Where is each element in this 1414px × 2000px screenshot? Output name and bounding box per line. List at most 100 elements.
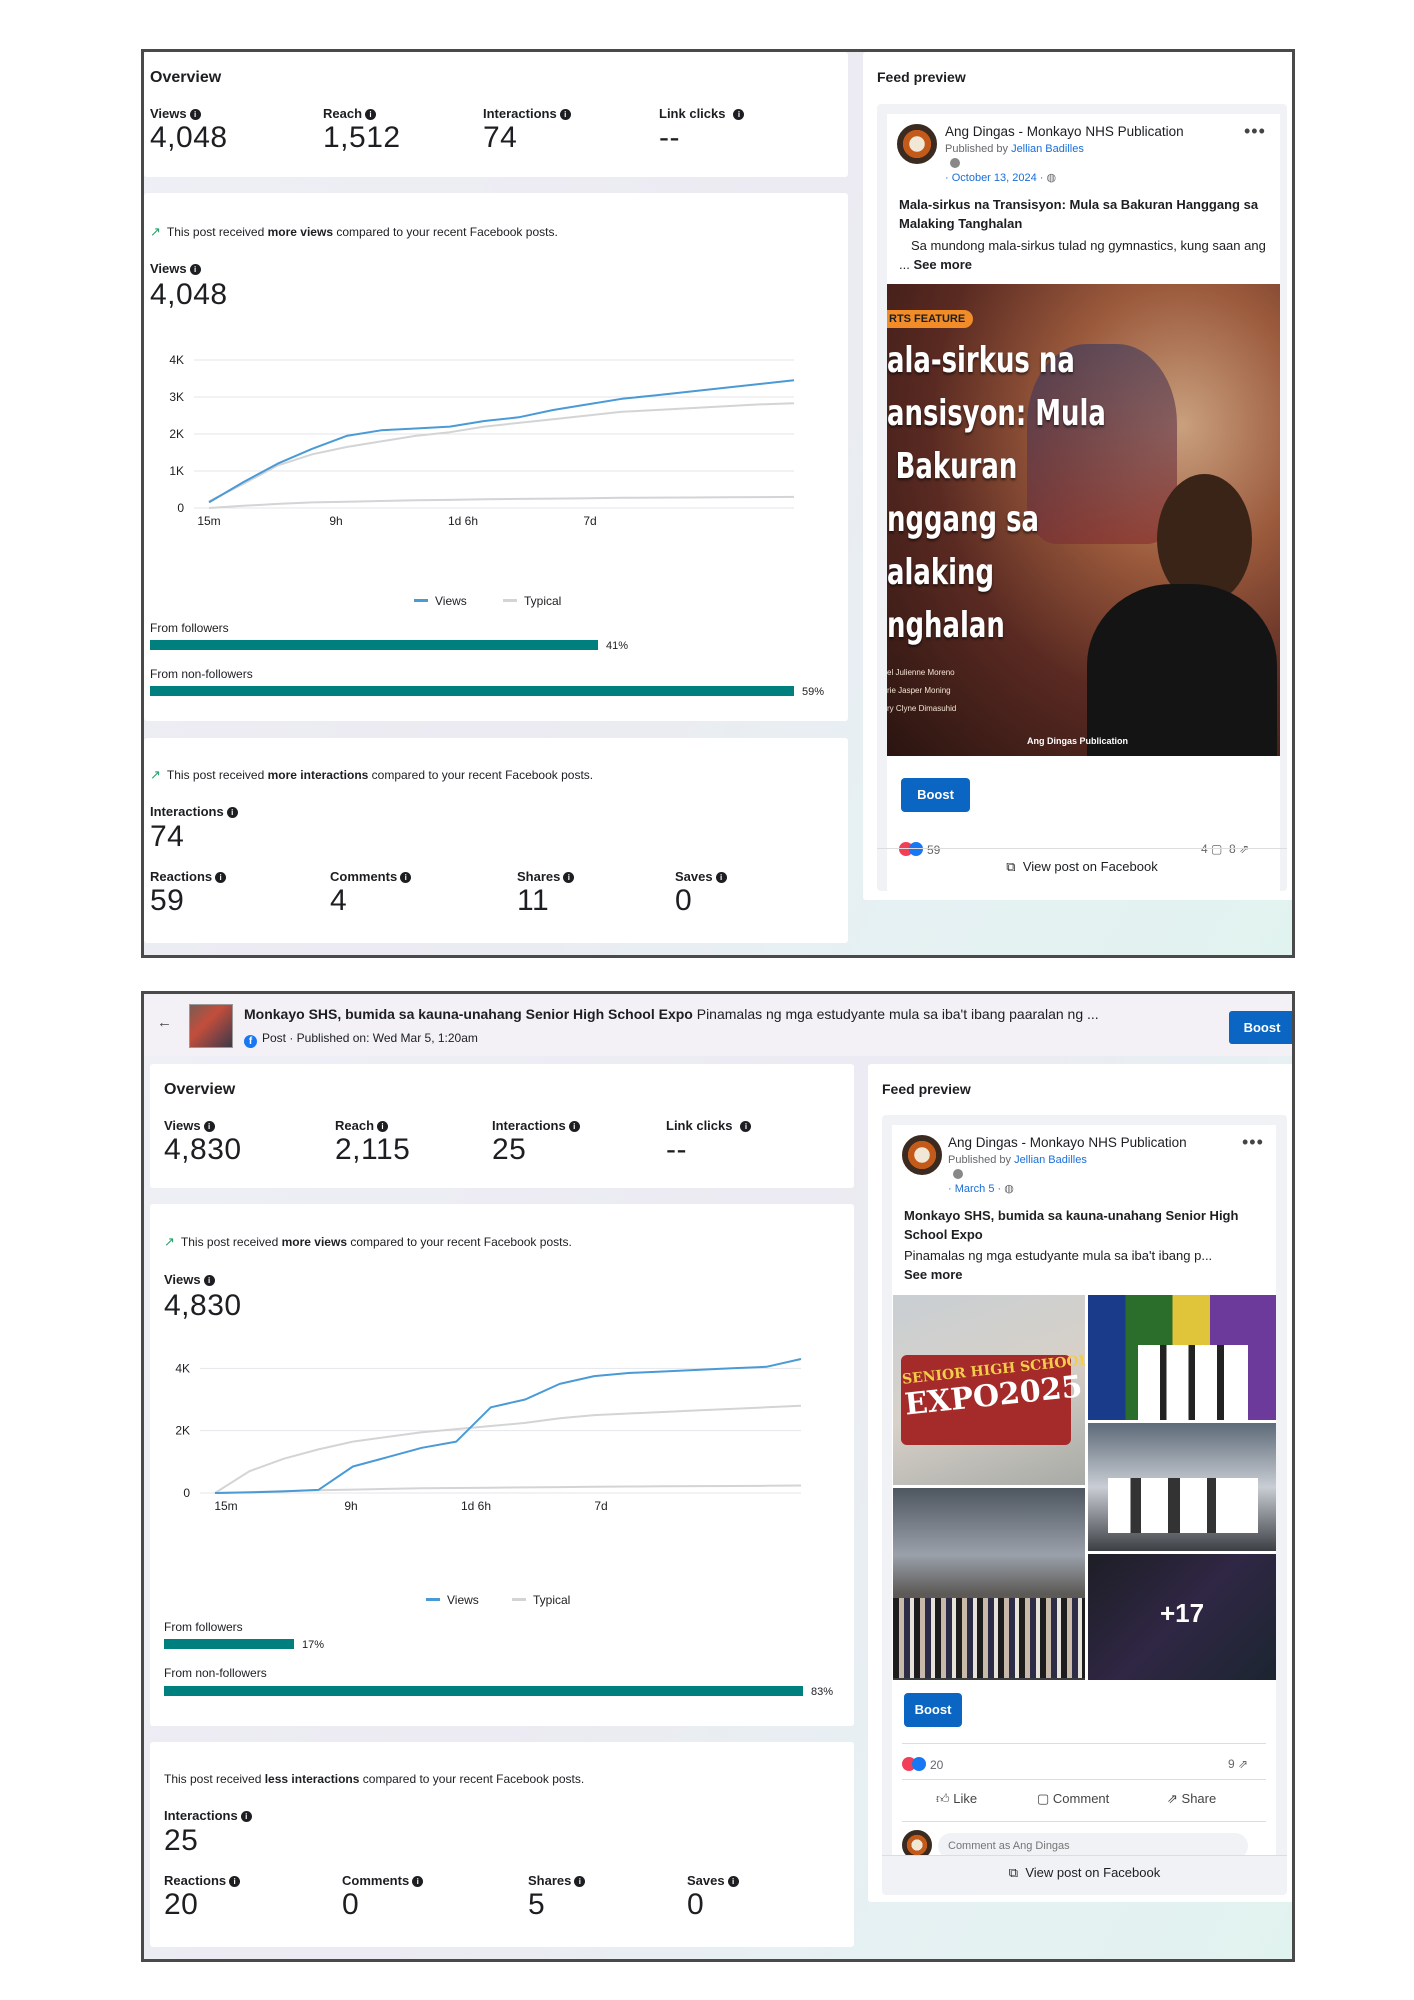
nonfollowers-bar [164,1686,803,1696]
share-button[interactable]: ⇗ Share [1167,1791,1217,1806]
photo-more[interactable]: +17 [1088,1554,1276,1680]
divider [902,1779,1266,1780]
post-thumbnail[interactable] [189,1004,233,1048]
info-icon[interactable]: i [563,872,575,883]
info-icon[interactable]: i [203,1121,215,1132]
image-watermark: Ang Dingas Publication [1027,736,1129,746]
more-options-icon[interactable]: ••• [1242,1132,1264,1152]
metric-label: Link clicks [659,106,726,121]
reaction-summary[interactable]: 20 [902,1757,943,1772]
back-arrow-icon[interactable]: ← [157,1014,172,1031]
info-icon[interactable]: i [203,1275,215,1286]
info-icon[interactable]: i [189,109,201,120]
post-text: Pinamalas ng mga estudyante mula sa iba'… [904,1248,1213,1282]
overview-title: Overview [164,1081,236,1098]
info-icon[interactable]: i [727,1876,739,1887]
comment-input[interactable] [938,1833,1248,1855]
x-tick-label: 9h [329,514,342,528]
shares-count[interactable]: 9 ⇗ [1228,1757,1249,1771]
engagement-counts[interactable]: 4 ▢ 8 ⇗ [1201,842,1250,856]
photo-exhibit-table[interactable] [1088,1423,1276,1551]
followers-bar [150,640,598,650]
legend-swatch [414,599,428,602]
views-card: ↗ This post received more views compared … [150,1204,854,1726]
view-post-on-facebook-link[interactable]: ⧉ View post on Facebook [1008,1865,1161,1880]
x-tick-label: 7d [583,514,596,528]
reaction-summary[interactable]: 59 [899,842,940,857]
metric-label: Reactions [164,1873,227,1888]
feed-preview-card: Feed preview Ang Dingas - Monkayo NHS Pu… [863,52,1292,900]
more-options-icon[interactable]: ••• [1244,121,1266,141]
share-icon: ⇗ [1238,1757,1249,1771]
info-icon[interactable]: i [412,1876,424,1887]
divider [882,1855,1287,1856]
followers-label: From followers [164,1620,243,1634]
info-icon[interactable]: i [568,1121,580,1132]
post-date[interactable]: · October 13, 2024 · ◍ [945,172,1057,184]
metric-value: -- [666,1133,687,1166]
boost-button[interactable]: Boost [901,778,970,812]
page-avatar[interactable] [902,1135,942,1175]
baseline-series-line [214,1484,802,1494]
photo-crowd-hall[interactable] [893,1488,1085,1680]
info-icon[interactable]: i [715,872,727,883]
post-image[interactable]: RTS FEATURE ala-sirkus na ansisyon: Mula… [887,284,1280,756]
post-title-line: Monkayo SHS, bumida sa kauna-unahang Sen… [244,1006,1244,1022]
author-link[interactable]: Jellian Badilles [1014,1154,1087,1166]
y-tick-label: 3K [169,390,184,404]
info-icon[interactable]: i [377,1121,389,1132]
see-more-link[interactable]: See more [913,257,973,272]
photo-grid[interactable]: SENIOR HIGH SCHOOL EXPO2025 [892,1295,1276,1680]
metric-value: 4,830 [164,1133,242,1166]
boost-post-button[interactable]: Boost [1229,1011,1292,1044]
views-label: Views i [150,261,201,276]
feature-badge: RTS FEATURE [887,310,974,328]
info-icon[interactable]: i [559,109,571,120]
exhibit-figures [1108,1478,1258,1533]
share-icon: ⇗ [1239,842,1250,856]
page-avatar[interactable] [897,124,937,164]
overview-title: Overview [150,69,222,86]
metric-value: 74 [483,121,518,154]
metric-views: Views i 4,048 [150,106,228,155]
page-name[interactable]: Ang Dingas - Monkayo NHS Publication [948,1135,1187,1150]
published-by: Published by Jellian Badilles [948,1154,1087,1166]
post-date[interactable]: · March 5 · ◍ [948,1183,1014,1195]
info-icon[interactable]: i [189,264,201,275]
legend-swatch [512,1598,526,1601]
post-preview: Ang Dingas - Monkayo NHS Publication Pub… [892,1125,1276,1855]
nonfollowers-pct: 59% [802,686,825,698]
metric-reach: Reach i 2,115 [335,1118,410,1167]
interactions-comparison-note: This post received less interactions com… [164,1772,585,1786]
info-icon[interactable]: i [740,1121,752,1132]
info-icon[interactable]: i [733,109,745,120]
info-icon[interactable]: i [365,109,377,120]
photo-students-stage[interactable] [1088,1295,1276,1420]
boost-button[interactable]: Boost [904,1693,962,1727]
post-text: Sa mundong mala-sirkus tulad ng gymnasti… [899,238,1266,272]
info-icon[interactable]: i [574,1876,586,1887]
y-tick-label: 1K [169,464,184,478]
view-post-on-facebook-link[interactable]: ⧉ View post on Facebook [1006,859,1158,874]
author-link[interactable]: Jellian Badilles [1011,143,1084,155]
feed-preview-card: Feed preview Ang Dingas - Monkayo NHS Pu… [868,1064,1292,1902]
see-more-link[interactable]: See more [904,1267,963,1282]
info-icon[interactable]: i [226,807,238,818]
y-tick-label: 0 [177,501,184,515]
info-icon[interactable]: i [240,1811,252,1822]
followers-pct: 17% [302,1639,325,1651]
photo-expo-banner[interactable]: SENIOR HIGH SCHOOL EXPO2025 [893,1295,1085,1485]
comment-button[interactable]: ▢ Comment [1037,1791,1110,1806]
metric-label: Interactions [492,1118,566,1133]
info-icon[interactable]: i [400,872,412,883]
page-name[interactable]: Ang Dingas - Monkayo NHS Publication [945,124,1184,139]
like-button[interactable]: 👍︎ Like [936,1791,978,1806]
views-comparison-note: ↗ This post received more views compared … [164,1234,572,1249]
x-tick-label: 1d 6h [448,514,478,528]
info-icon[interactable]: i [229,1876,241,1887]
metric-label: Shares [517,869,561,884]
athlete-head [1157,474,1252,604]
post1-insights-screenshot: Overview Views i 4,048 Reach i 1,512 Inter… [141,49,1295,958]
post-preview: Ang Dingas - Monkayo NHS Publication Pub… [887,114,1280,894]
info-icon[interactable]: i [215,872,227,883]
